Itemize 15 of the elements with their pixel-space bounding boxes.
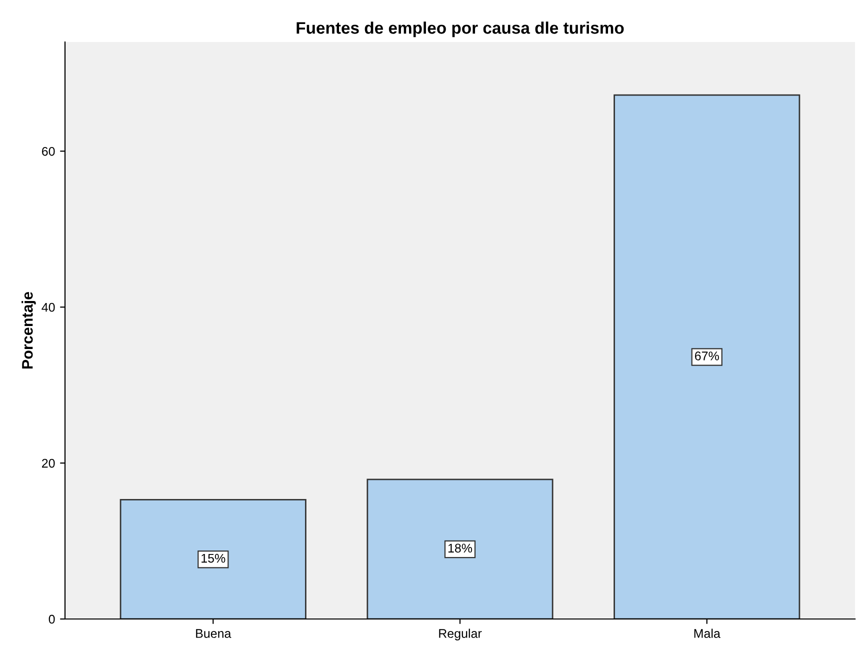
data-label: 67% xyxy=(695,352,719,360)
x-tick-label: Mala xyxy=(694,628,720,638)
x-tick-label: Regular xyxy=(439,628,482,640)
x-tick-label: Buena xyxy=(196,629,232,638)
data-label: 18% xyxy=(448,544,472,553)
y-tick-label: 0 xyxy=(48,614,55,624)
bar xyxy=(366,478,554,619)
y-tick-label: 20 xyxy=(42,458,55,468)
bar xyxy=(120,499,306,619)
data-label: 15% xyxy=(202,554,226,563)
bar xyxy=(614,94,800,619)
y-axis-title: Porcentaje xyxy=(22,292,36,369)
y-tick-label: 40 xyxy=(42,302,55,312)
y-tick-label: 60 xyxy=(42,146,55,156)
chart-title: Fuentes de empleo por causa dle turismo xyxy=(296,22,624,38)
